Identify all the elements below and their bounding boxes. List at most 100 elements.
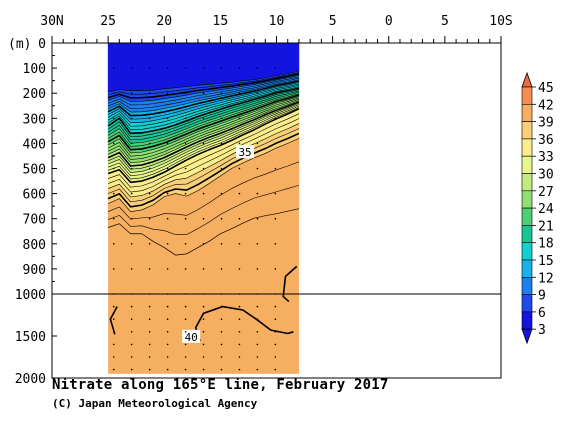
y-tick-label: 0 [38,37,46,52]
sample-dot [148,142,151,145]
x-tick-label: 5 [441,14,449,29]
contour-27 [108,104,300,173]
contour-37 [108,161,300,220]
sample-dot [238,117,241,120]
sample-dot [166,368,169,371]
sample-dot [184,318,187,321]
contour-40 [194,305,294,342]
colorbar-swatch [521,173,533,192]
chart-title: Nitrate along 165°E line, February 2017 [52,377,389,393]
sample-dot [256,243,259,245]
sample-dot [274,117,277,120]
sample-dot [184,268,187,270]
colorbar-legend: 45 42 39 36 33 30 27 24 21 18 15 12 9 6 3 [521,71,554,345]
sample-dot [202,167,205,170]
contour-12 [107,83,300,123]
sample-dot [166,331,169,333]
sample-dot [166,192,169,195]
sample-dot [112,167,115,170]
contour-18 [107,92,300,144]
sample-dot [148,331,151,333]
sample-dot [256,368,259,371]
colorbar-top-arrow [521,71,533,88]
contour-25 [107,101,300,167]
contour-22 [107,97,300,157]
contour-9 [108,79,300,113]
colorbar-label: 18 [538,237,554,252]
y-tick-label: 1000 [15,288,46,303]
sample-dot [256,343,259,346]
sample-dot [220,92,223,94]
sample-dot [166,167,169,170]
colorbar-swatch [521,225,533,243]
sample-dot [238,192,241,195]
sample-dot [112,117,115,120]
y-tick-label: 900 [23,263,46,278]
sample-dot [202,368,205,371]
colorbar-label: 39 [538,116,554,131]
colorbar-swatch [521,155,533,174]
contour-15 [107,87,300,135]
contour-8 [108,77,300,109]
sample-dot [112,356,115,358]
y-tick-label: 700 [23,213,46,228]
sample-dot [274,167,277,170]
sample-dot [238,243,241,245]
sample-dot [238,331,241,333]
sample-dot [202,142,205,145]
sample-dot [220,167,223,170]
colorbar-label: 6 [538,306,546,321]
sample-dot [148,117,151,120]
sample-dot [238,368,241,371]
sample-dot [220,331,223,333]
sample-dot [220,318,223,321]
sample-dot [130,305,133,308]
contour-26 [108,102,300,170]
colorbar-swatch [521,104,533,122]
contour-32 [108,118,300,193]
colorbar-label: 9 [538,289,546,304]
contour-35 [107,132,300,208]
contour-4 [108,72,300,96]
colorbar-label: 36 [538,133,554,148]
sample-dot [112,217,115,220]
sample-dot [256,318,259,321]
sample-dot [256,92,259,94]
x-tick-label: 10 [269,14,285,29]
sample-dot [130,167,133,170]
sample-dot [148,305,151,308]
sample-dot [274,268,277,270]
contour-23 [107,98,300,160]
sample-dot [112,305,115,308]
contour-40-west [109,306,118,335]
sample-dot [112,268,115,270]
contour-label-40: 40 [185,331,198,344]
sample-dot [256,331,259,333]
sample-dot [148,356,151,358]
contour-label-35: 35 [238,146,251,159]
colorbar-bottom-arrow [521,328,533,345]
sample-dot [220,67,223,69]
sample-dot [148,368,151,371]
colorbar-label: 15 [538,254,554,269]
sample-dot [148,192,151,195]
y-tick-label: 2000 [15,372,46,387]
sample-dot [184,343,187,346]
colorbar-swatch [521,242,533,261]
sample-dot [238,92,241,94]
sample-dot [130,356,133,358]
sample-dot [130,368,133,371]
sample-dot [184,67,187,69]
sample-dot [184,217,187,220]
sample-dot [130,142,133,145]
sample-dot [202,192,205,195]
contour-11 [107,82,300,120]
contour-label-bg-0 [236,145,255,159]
sample-dot [112,92,115,94]
sample-dot [184,117,187,120]
sample-dot [220,305,223,308]
sample-dot [238,142,241,145]
colorbar-swatch [521,294,533,313]
sample-dot [202,356,205,358]
sample-dot [202,117,205,120]
